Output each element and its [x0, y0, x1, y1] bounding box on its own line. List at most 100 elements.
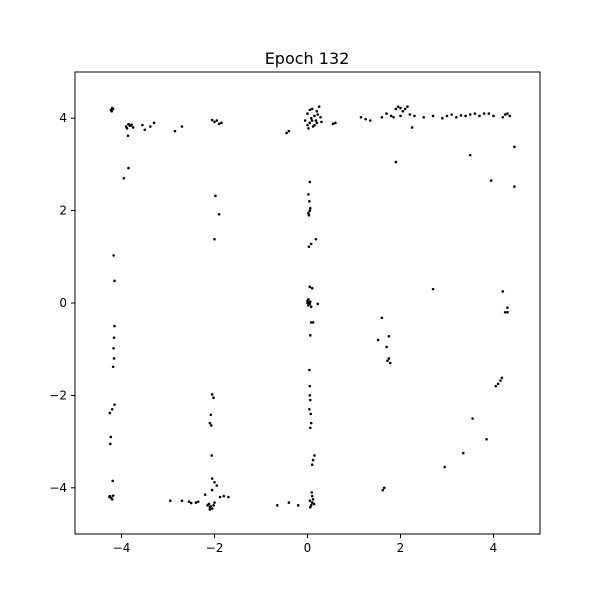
data-point — [478, 114, 481, 118]
data-point — [506, 112, 509, 115]
data-point — [473, 112, 477, 115]
data-point — [494, 384, 498, 388]
data-point — [310, 501, 314, 504]
data-point — [513, 145, 516, 149]
data-point — [126, 134, 130, 138]
data-point — [314, 119, 318, 122]
data-point — [431, 114, 435, 118]
data-point — [313, 123, 316, 127]
data-point — [413, 114, 416, 118]
data-point — [316, 302, 320, 306]
data-point — [180, 125, 184, 128]
data-point — [307, 298, 310, 301]
data-point — [109, 442, 112, 446]
data-point — [210, 393, 214, 396]
data-point — [131, 126, 135, 129]
data-point — [113, 403, 116, 406]
x-tick-label: 2 — [397, 541, 405, 555]
data-point — [311, 321, 315, 324]
data-point — [441, 116, 444, 120]
data-point — [310, 107, 314, 111]
data-point — [506, 310, 509, 314]
data-point — [203, 493, 207, 497]
data-point — [108, 495, 111, 499]
data-point — [500, 376, 504, 380]
data-point — [308, 108, 312, 112]
data-point — [307, 193, 310, 196]
data-point — [308, 206, 312, 210]
data-point — [180, 499, 184, 503]
data-point — [380, 316, 384, 320]
data-point — [152, 121, 156, 125]
data-point — [112, 357, 116, 360]
data-points — [108, 105, 516, 511]
data-point — [218, 495, 222, 499]
data-point — [215, 119, 219, 122]
data-point — [113, 324, 116, 328]
data-point — [359, 115, 363, 119]
data-point — [508, 114, 512, 118]
data-point — [422, 115, 426, 119]
data-point — [222, 494, 226, 498]
y-tick-label: −2 — [49, 388, 67, 402]
x-tick-label: 0 — [304, 541, 312, 555]
data-point — [210, 488, 214, 492]
data-point — [213, 120, 216, 124]
data-point — [482, 112, 486, 115]
data-point — [399, 106, 402, 110]
y-tick-label: 4 — [59, 111, 67, 125]
data-point — [401, 109, 405, 113]
data-point — [310, 286, 314, 290]
data-point — [464, 114, 467, 118]
data-point — [387, 357, 391, 360]
data-point — [381, 488, 385, 492]
data-point — [487, 112, 491, 115]
data-point — [309, 421, 313, 425]
axis-ticks: −4 −2 0 2 4 −4 −2 0 2 4 — [49, 111, 497, 555]
data-point — [213, 237, 216, 241]
data-point — [212, 396, 215, 400]
data-point — [385, 112, 388, 115]
y-tick-label: 2 — [59, 204, 67, 218]
data-point — [308, 398, 312, 402]
data-point — [207, 502, 211, 506]
data-point — [320, 120, 323, 124]
data-point — [399, 114, 402, 118]
data-point — [308, 499, 312, 503]
data-point — [127, 166, 130, 170]
data-point — [285, 131, 288, 135]
data-point — [408, 113, 412, 116]
data-point — [311, 458, 315, 462]
data-point — [109, 435, 113, 439]
data-point — [111, 107, 115, 111]
data-point — [307, 127, 310, 130]
data-point — [394, 107, 398, 111]
data-point — [125, 127, 129, 130]
data-point — [310, 119, 314, 122]
data-point — [309, 412, 313, 416]
data-point — [406, 105, 409, 108]
data-point — [307, 245, 311, 248]
data-point — [217, 122, 221, 126]
data-point — [308, 302, 312, 306]
data-point — [308, 394, 312, 397]
data-point — [376, 338, 380, 342]
data-point — [459, 114, 463, 117]
data-point — [308, 505, 312, 509]
data-point — [173, 129, 177, 133]
data-point — [319, 115, 322, 119]
data-point — [388, 361, 392, 365]
data-point — [364, 117, 367, 121]
data-point — [312, 502, 316, 506]
data-point — [308, 407, 311, 411]
data-point — [306, 123, 309, 127]
data-point — [220, 121, 223, 125]
data-point — [445, 114, 449, 118]
data-point — [210, 454, 214, 457]
data-point — [110, 109, 114, 113]
data-point — [499, 379, 502, 382]
data-point — [385, 345, 388, 349]
data-point — [111, 365, 115, 369]
data-point — [307, 213, 311, 217]
data-point — [309, 116, 313, 120]
